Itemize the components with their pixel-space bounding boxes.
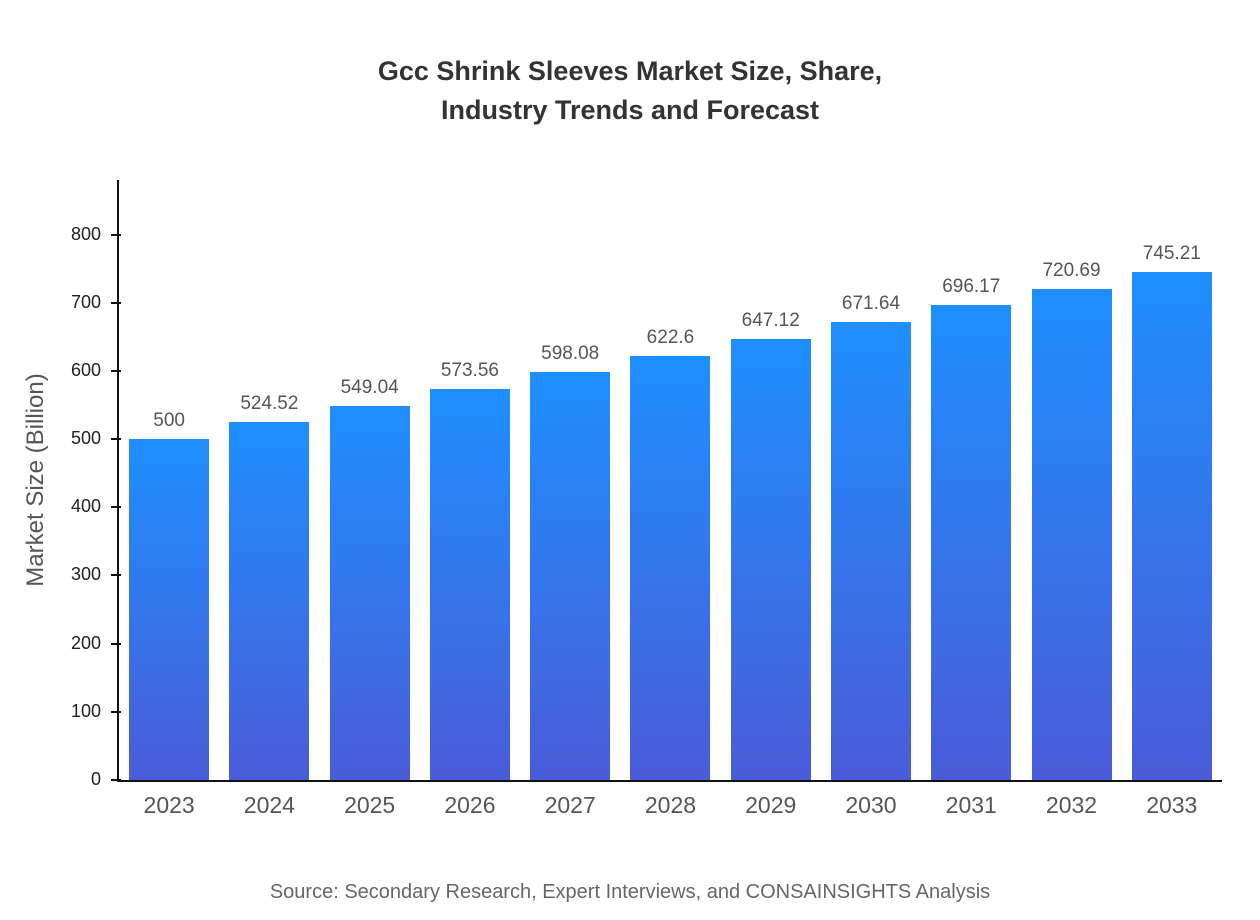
bar-value-label: 671.64 [841, 293, 901, 315]
bar-value-label: 696.17 [942, 276, 1001, 298]
y-tick-label: 700 [70, 291, 101, 312]
bars-container: 500 524.52 549.04 573.56 598.08 622.6 647.12 67… [119, 180, 1222, 780]
bar-value-label: 524.52 [240, 393, 299, 415]
bar-2028: 622.6 [630, 327, 711, 780]
y-tick-label: 500 [70, 428, 101, 449]
y-tick-mark [111, 233, 121, 236]
bar-2026: 573.56 [429, 360, 510, 780]
x-tick-label-2029: 2029 [745, 792, 797, 818]
y-tick-label: 0 [90, 769, 101, 789]
bar-2033: 745.21 [1131, 243, 1212, 780]
y-tick-mark [111, 710, 121, 713]
bar-2030: 671.64 [830, 293, 911, 780]
y-tick-mark [111, 506, 121, 509]
x-tick-label-2027: 2027 [544, 792, 596, 818]
y-tick-label: 200 [70, 632, 101, 653]
x-tick-label-2024: 2024 [243, 792, 295, 818]
y-tick-label: 300 [70, 564, 101, 585]
bar-value-label: 549.04 [340, 376, 399, 398]
bar-value-label: 500 [153, 410, 185, 432]
y-tick-label: 400 [70, 496, 101, 517]
bar-2027: 598.08 [530, 343, 611, 780]
bar-2023: 500 [129, 410, 210, 780]
x-axis-labels: 2023 2024 2025 2026 2027 2028 2029 2030 2031 2032… [119, 780, 1222, 819]
bar-2031: 696.17 [931, 276, 1012, 780]
x-tick-label-2023: 2023 [143, 792, 195, 818]
x-tick-label-2025: 2025 [344, 792, 396, 818]
bar-2029: 647.12 [730, 310, 811, 780]
bar-2024: 524.52 [229, 393, 310, 780]
bar-value-label: 720.69 [1042, 259, 1101, 281]
y-tick-label: 600 [70, 359, 101, 380]
y-tick-mark [111, 438, 121, 441]
x-tick-label-2032: 2032 [1045, 792, 1098, 818]
x-tick-label-2028: 2028 [644, 792, 697, 818]
bar-value-label: 745.21 [1142, 242, 1201, 264]
bar-value-label: 622.6 [646, 326, 695, 348]
x-tick-label-2026: 2026 [444, 792, 496, 818]
bar-2025: 549.04 [329, 377, 410, 780]
bar-value-label: 573.56 [440, 359, 499, 381]
y-axis-title: Market Size (Billion) [22, 373, 49, 587]
source-note: Source: Secondary Research, Expert Inter… [269, 881, 991, 903]
y-tick-mark [111, 574, 121, 577]
chart-title: Gcc Shrink Sleeves Market Size, Share, I… [377, 56, 883, 126]
y-tick-mark [111, 779, 121, 781]
bar-value-label: 598.08 [541, 343, 600, 365]
plot-area: 500 524.52 549.04 573.56 598.08 622.6 647.12 67… [71, 180, 1222, 818]
bar-2032: 720.69 [1031, 260, 1112, 780]
x-tick-label-2031: 2031 [945, 792, 997, 818]
x-tick-label-2033: 2033 [1146, 792, 1198, 818]
x-tick-label-2030: 2030 [845, 792, 897, 818]
bar-value-label: 647.12 [741, 309, 800, 331]
y-tick-label: 800 [70, 223, 101, 244]
y-tick-label: 100 [70, 700, 101, 721]
y-tick-mark [111, 369, 121, 372]
y-tick-mark [111, 301, 121, 304]
y-tick-mark [111, 642, 121, 645]
